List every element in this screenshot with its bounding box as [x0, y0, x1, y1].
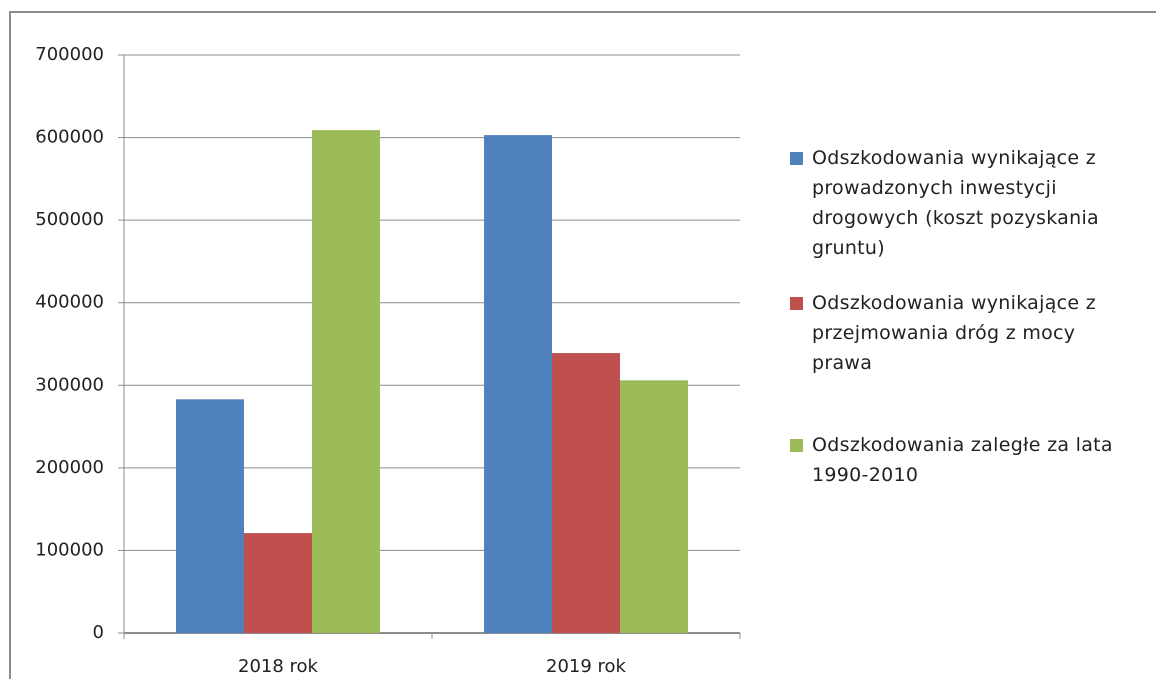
- y-tick-label: 600000: [35, 127, 104, 148]
- bar: [312, 130, 380, 633]
- y-tick-label: 0: [93, 622, 104, 643]
- legend-swatch: [790, 297, 803, 310]
- y-tick-label: 400000: [35, 292, 104, 313]
- y-tick-label: 100000: [35, 539, 104, 560]
- y-tick-label: 500000: [35, 209, 104, 230]
- bar: [620, 380, 688, 633]
- chart-border: [9, 11, 1156, 679]
- bar: [484, 135, 552, 633]
- bar: [176, 399, 244, 633]
- legend-swatch: [790, 439, 803, 452]
- y-tick-label: 300000: [35, 374, 104, 395]
- legend-label: Odszkodowania wynikające z prowadzonych …: [812, 147, 1099, 259]
- legend-item: Odszkodowania wynikające z prowadzonych …: [790, 143, 1140, 263]
- legend-swatch: [790, 152, 803, 165]
- x-tick-label: 2018 rok: [238, 656, 319, 677]
- x-tick-label: 2019 rok: [546, 656, 627, 677]
- bar: [244, 533, 312, 633]
- legend-item: Odszkodowania wynikające z przejmowania …: [790, 288, 1140, 378]
- legend-label: Odszkodowania zaległe za lata 1990-2010: [812, 434, 1113, 486]
- y-tick-label: 700000: [35, 44, 104, 65]
- legend-item: Odszkodowania zaległe za lata 1990-2010: [790, 430, 1140, 490]
- legend-label: Odszkodowania wynikające z przejmowania …: [812, 292, 1096, 374]
- y-tick-label: 200000: [35, 457, 104, 478]
- bar: [552, 353, 620, 633]
